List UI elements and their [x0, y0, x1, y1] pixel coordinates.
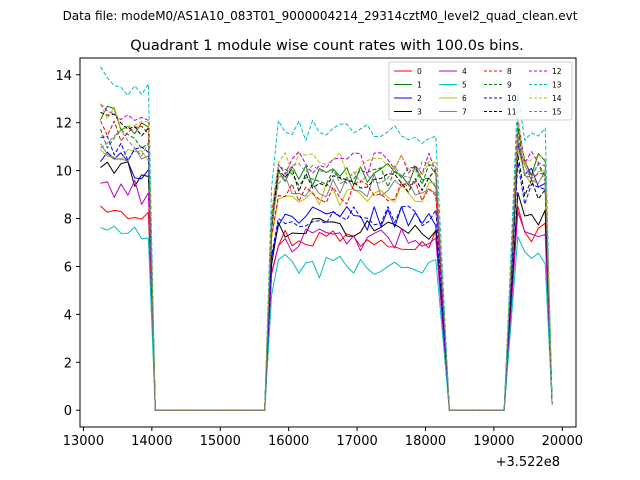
- y-tick-label: 12: [55, 117, 72, 132]
- legend-label-6: 6: [462, 94, 467, 103]
- chart-title: Quadrant 1 module wise count rates with …: [130, 38, 524, 54]
- legend-label-2: 2: [417, 94, 422, 103]
- legend-label-11: 11: [507, 108, 517, 117]
- legend-box: [388, 61, 573, 121]
- legend-label-3: 3: [417, 108, 422, 117]
- legend-label-1: 1: [417, 81, 422, 90]
- series-line-15: [100, 129, 553, 411]
- axes-frame: [79, 57, 577, 428]
- x-tick-label: 14000: [131, 434, 172, 449]
- x-tick-label: 16000: [268, 434, 309, 449]
- legend-label-13: 13: [552, 81, 562, 90]
- legend-label-9: 9: [507, 81, 512, 90]
- legend-label-4: 4: [462, 67, 467, 76]
- x-tick-label: 18000: [405, 434, 446, 449]
- legend-label-7: 7: [462, 108, 467, 117]
- legend-label-8: 8: [507, 67, 512, 76]
- y-tick-label: 6: [64, 260, 72, 275]
- legend-label-0: 0: [417, 67, 422, 76]
- x-tick-label: 15000: [200, 434, 241, 449]
- legend-label-10: 10: [507, 94, 517, 103]
- chart-suptitle: Data file: modeM0/AS1A10_083T01_90000042…: [63, 9, 578, 23]
- x-tick-label: 20000: [542, 434, 583, 449]
- legend-label-14: 14: [552, 94, 562, 103]
- axes: 13000 14000 15000 16000 17000 18000 19000 20000…: [55, 57, 583, 449]
- x-tick-label: 17000: [336, 434, 377, 449]
- y-tick-label: 0: [64, 404, 72, 419]
- legend-label-15: 15: [552, 108, 562, 117]
- y-tick-label: 2: [64, 356, 72, 371]
- x-tick-label: 13000: [63, 434, 104, 449]
- y-tick-label: 4: [64, 308, 72, 323]
- x-offset-label: +3.522e8: [496, 455, 560, 470]
- legend-label-5: 5: [462, 81, 467, 90]
- y-tick-label: 14: [55, 69, 72, 84]
- legend-label-12: 12: [552, 67, 562, 76]
- y-tick-label: 10: [55, 165, 72, 180]
- x-tick-label: 19000: [473, 434, 514, 449]
- y-tick-label: 8: [64, 213, 72, 228]
